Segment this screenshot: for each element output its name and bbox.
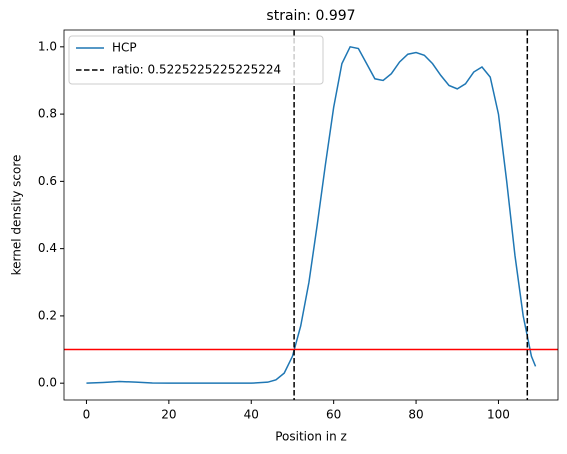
legend-box	[68, 35, 324, 85]
x-tick-label: 100	[487, 408, 510, 422]
chart-title: strain: 0.997	[266, 8, 355, 24]
y-tick-label: 0.4	[38, 241, 57, 255]
x-tick-label: 20	[161, 408, 176, 422]
y-tick-label: 0.6	[38, 174, 57, 188]
y-tick-label: 0.0	[38, 376, 57, 390]
y-tick-label: 0.2	[38, 308, 57, 322]
plot-frame	[63, 29, 559, 401]
legend-label: ratio: 0.5225225225225224	[112, 63, 281, 77]
x-axis-label: Position in z	[275, 430, 347, 444]
x-tick-label: 80	[408, 408, 423, 422]
legend-label: HCP	[112, 41, 137, 55]
x-tick-label: 60	[326, 408, 341, 422]
line-series	[86, 45, 537, 384]
x-tick-label: 40	[244, 408, 259, 422]
y-tick-label: 1.0	[38, 39, 57, 53]
y-axis-label: kernel density score	[10, 155, 24, 276]
x-tick-label: 0	[83, 408, 91, 422]
y-tick-label: 0.8	[38, 107, 57, 121]
